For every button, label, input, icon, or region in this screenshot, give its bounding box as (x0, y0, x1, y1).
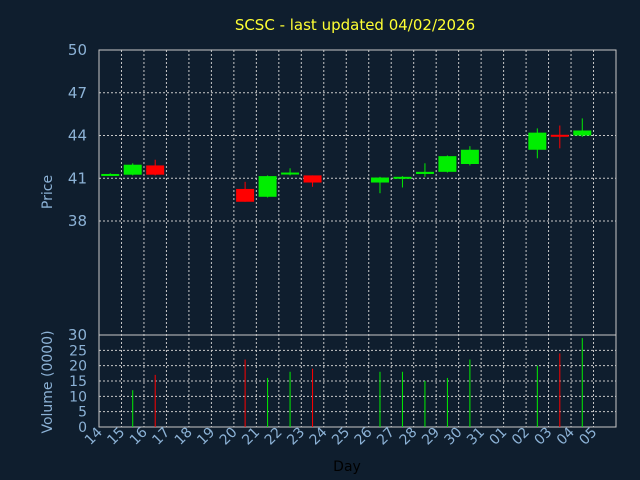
candles (101, 118, 592, 202)
y-tick-label: 44 (68, 127, 87, 145)
x-tick-label: 05 (576, 425, 600, 449)
y-axis-label: Price (40, 175, 56, 209)
volume-bars (132, 338, 583, 427)
x-tick-label: 27 (374, 425, 398, 449)
x-tick-label: 24 (307, 424, 331, 448)
x-tick-label: 15 (104, 425, 128, 449)
x-ticks: 1415161718192021222324252627282930310102… (82, 424, 600, 448)
volume-tick-label: 20 (69, 359, 87, 375)
candle-body (415, 171, 434, 174)
x-tick-label: 04 (554, 424, 578, 448)
volume-axis-label: Volume (0000) (40, 330, 56, 433)
x-tick-label: 01 (487, 425, 511, 449)
axes (98, 49, 617, 428)
x-tick-label: 26 (352, 424, 376, 448)
y-ticks: 30 38 41 44 47 50 (68, 41, 87, 344)
x-tick-label: 19 (194, 425, 218, 449)
x-tick-label: 30 (442, 425, 466, 449)
x-tick-label: 02 (509, 425, 533, 449)
candle-body (393, 176, 412, 179)
candle-body (258, 176, 277, 197)
candle-body (236, 188, 255, 202)
x-tick-label: 22 (262, 425, 286, 449)
y-tick-label: 50 (68, 41, 87, 59)
candle-body (303, 175, 322, 183)
candle-body (123, 164, 142, 175)
x-tick-label: 20 (217, 425, 241, 449)
x-tick-label: 28 (397, 425, 421, 449)
chart-title: SCSC - last updated 04/02/2026 (235, 16, 475, 34)
candle-body (281, 172, 300, 175)
candle-body (438, 156, 457, 172)
candle-body (573, 130, 592, 136)
x-tick-label: 17 (149, 425, 173, 449)
candle-body (528, 132, 547, 150)
volume-tick-label: 10 (69, 389, 87, 405)
candle-body (550, 134, 569, 137)
x-tick-label: 29 (419, 425, 443, 449)
y-tick-label: 41 (68, 169, 87, 187)
x-tick-label: 21 (239, 425, 263, 449)
x-tick-label: 31 (464, 425, 488, 449)
candle-body (460, 149, 479, 164)
x-tick-label: 03 (531, 425, 555, 449)
candle-body (146, 165, 165, 175)
volume-tick-label: 0 (78, 420, 87, 436)
grid (99, 50, 616, 427)
x-axis-label: Day (333, 459, 361, 475)
volume-tick-label: 15 (69, 374, 87, 390)
y-tick-label: 47 (68, 84, 87, 102)
y-tick-label: 38 (68, 212, 87, 230)
x-tick-label: 23 (284, 425, 308, 449)
candle-body (370, 177, 389, 183)
y-tick-label: 30 (68, 326, 87, 344)
x-tick-label: 18 (172, 425, 196, 449)
x-tick-label: 16 (127, 424, 151, 448)
volume-frame (98, 334, 617, 428)
x-tick-label: 25 (329, 425, 353, 449)
volume-tick-label: 5 (78, 405, 87, 421)
candle-body (101, 173, 120, 176)
volume-tick-label: 25 (69, 343, 87, 359)
